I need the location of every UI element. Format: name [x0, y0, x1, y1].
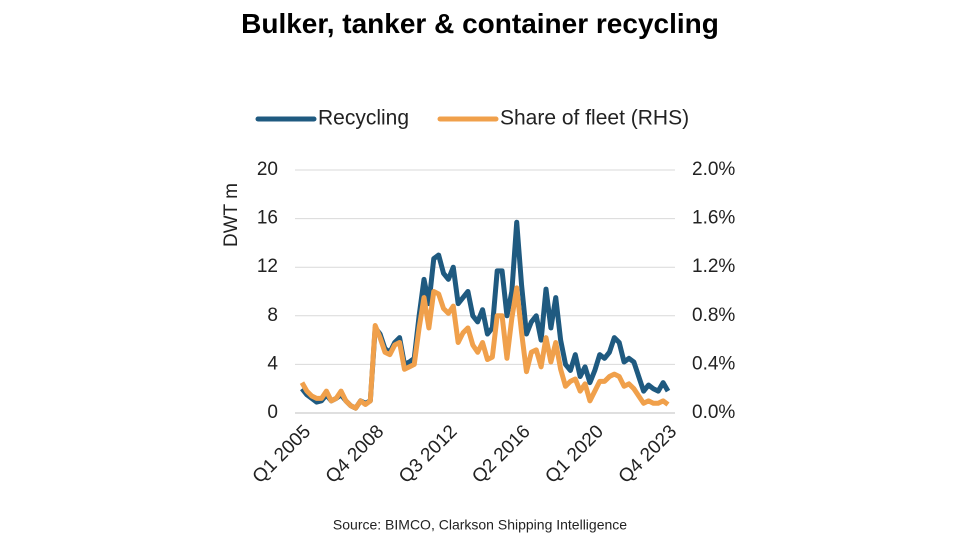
y-tick-label: 0: [267, 402, 278, 423]
y-tick-label: 4: [267, 353, 278, 374]
y2-tick-label: 2.0%: [692, 159, 735, 180]
x-tick-label: Q3 2012: [395, 421, 461, 487]
x-tick-label: Q4 2008: [322, 421, 388, 487]
y-tick-label: 12: [257, 256, 278, 277]
y2-tick-label: 1.2%: [692, 256, 735, 277]
y-axis-label: DWT m: [221, 183, 242, 247]
y-tick-label: 20: [257, 159, 278, 180]
y2-tick-label: 0.0%: [692, 402, 735, 423]
x-tick-label: Q1 2005: [249, 421, 315, 487]
x-tick-label: Q4 2023: [615, 421, 681, 487]
x-tick-label: Q2 2016: [468, 421, 534, 487]
y2-tick-label: 0.4%: [692, 353, 735, 374]
x-tick-label: Q1 2020: [541, 421, 607, 487]
source: Source: BIMCO, Clarkson Shipping Intelli…: [333, 517, 627, 533]
legend-label: Share of fleet (RHS): [500, 107, 689, 130]
series-line: [299, 285, 670, 411]
legend-label: Recycling: [318, 107, 409, 130]
y-tick-label: 8: [267, 305, 278, 326]
y2-tick-label: 1.6%: [692, 208, 735, 229]
chart-title: Bulker, tanker & container recycling: [241, 8, 719, 39]
y2-tick-label: 0.8%: [692, 305, 735, 326]
y-tick-label: 16: [257, 208, 278, 229]
series-line: [300, 219, 671, 411]
